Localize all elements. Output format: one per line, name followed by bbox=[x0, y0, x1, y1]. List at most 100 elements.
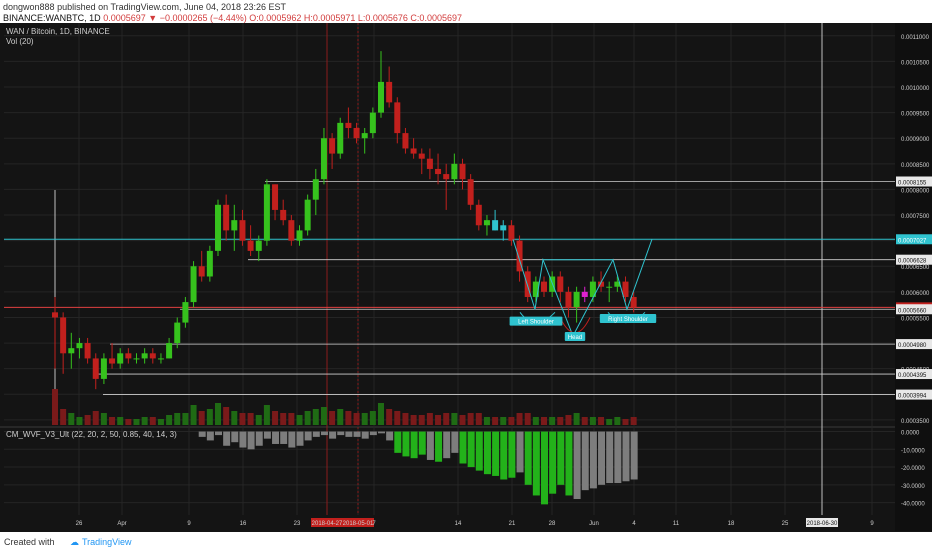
time-tick-label: 21 bbox=[509, 521, 516, 527]
volume-bar bbox=[410, 415, 417, 425]
level-label: 0.0003994 bbox=[898, 394, 927, 400]
wvf-bar bbox=[296, 431, 304, 446]
legend-vol: Vol (20) bbox=[6, 37, 34, 46]
candle-body bbox=[272, 184, 279, 210]
candle-body bbox=[223, 204, 230, 231]
volume-bar bbox=[206, 409, 213, 425]
candle-body bbox=[451, 163, 458, 180]
candle-body bbox=[386, 81, 393, 103]
candle-body bbox=[630, 296, 637, 308]
candle-body bbox=[435, 168, 442, 175]
volume-bar bbox=[483, 417, 490, 425]
price-tick-label: 0.0009500 bbox=[901, 112, 930, 118]
candle-body bbox=[475, 204, 482, 226]
wvf-bar bbox=[524, 431, 532, 485]
volume-bar bbox=[182, 413, 189, 425]
volume-bar bbox=[451, 413, 458, 425]
change-value: −0.0000265 (−4.44%) bbox=[159, 13, 247, 23]
volume-bar bbox=[418, 415, 425, 425]
volume-bar bbox=[516, 413, 523, 425]
volume-bar bbox=[443, 413, 450, 425]
candle-body bbox=[337, 122, 344, 154]
volume-bar bbox=[435, 415, 442, 425]
candle-body bbox=[52, 312, 58, 318]
volume-bar bbox=[426, 413, 433, 425]
price-tick-label: 0.0010000 bbox=[901, 86, 930, 92]
publish-bar bbox=[0, 0, 932, 12]
price-tick-label: 0.0008000 bbox=[901, 188, 930, 194]
volume-bar bbox=[198, 411, 205, 425]
volume-bar bbox=[500, 417, 507, 425]
candle-body bbox=[92, 358, 99, 379]
date-badge bbox=[806, 518, 838, 527]
volume-bar bbox=[557, 417, 564, 425]
tradingview-icon[interactable]: ☁ bbox=[70, 537, 79, 547]
volume-bar bbox=[402, 413, 409, 425]
wvf-bar bbox=[589, 431, 597, 489]
wvf-bar bbox=[581, 431, 589, 491]
price-chart[interactable]: Left Shoulder Head Right Shoulder 0.001100… bbox=[0, 23, 932, 531]
wvf-bar bbox=[402, 431, 410, 457]
candle-body bbox=[394, 102, 401, 134]
candle-body bbox=[353, 127, 360, 139]
publisher-name[interactable]: dongwon888 bbox=[3, 2, 55, 12]
candle-body bbox=[410, 148, 417, 154]
candle-body bbox=[418, 153, 425, 159]
volume-bar bbox=[100, 413, 107, 425]
candle-body bbox=[263, 184, 270, 241]
volume-bar bbox=[52, 389, 58, 425]
wvf-bar bbox=[369, 431, 377, 436]
wvf-bar bbox=[500, 431, 508, 480]
publish-text: published on TradingView.com, June 04, 2… bbox=[54, 2, 287, 12]
candle-body bbox=[573, 291, 580, 308]
level-label: 0.0004980 bbox=[898, 343, 927, 349]
volume-bar bbox=[304, 411, 311, 425]
volume-bar bbox=[133, 419, 140, 425]
footer-brand[interactable]: TradingView bbox=[82, 537, 132, 547]
volume-bar bbox=[508, 417, 515, 425]
candle-body bbox=[182, 302, 189, 323]
symbol-bar bbox=[0, 12, 932, 23]
volume-bar bbox=[157, 419, 164, 425]
wvf-histogram bbox=[198, 431, 638, 505]
volume-bar bbox=[231, 411, 238, 425]
wvf-bar bbox=[426, 431, 434, 460]
wvf-bar bbox=[255, 431, 263, 446]
candle-body bbox=[206, 250, 213, 277]
wvf-bar bbox=[483, 431, 491, 475]
candle-body bbox=[541, 281, 547, 292]
head-shoulders-pattern: Left Shoulder Head Right Shoulder bbox=[509, 239, 657, 341]
wvf-bar bbox=[280, 431, 288, 444]
time-axis: 26 Apr 9 16 23 2018-04-27 2018-05-017 14 21 28 Jun… bbox=[76, 518, 874, 527]
time-tick-label: 28 bbox=[549, 521, 556, 527]
volume-bar bbox=[312, 409, 319, 425]
date-badge bbox=[342, 518, 374, 527]
wvf-bar bbox=[345, 431, 353, 437]
volume-bar bbox=[272, 411, 279, 425]
annotation-box bbox=[509, 316, 563, 326]
volume-bar bbox=[190, 405, 197, 425]
price-tick-label: 0.0010500 bbox=[901, 60, 930, 66]
annotation-label: Head bbox=[568, 335, 582, 341]
wvf-bar bbox=[459, 431, 467, 464]
candle-body bbox=[557, 276, 564, 292]
legend-indicator: CM_WVF_V3_Ult (22, 20, 2, 50, 0.85, 40, … bbox=[6, 430, 177, 439]
candle-body bbox=[320, 138, 327, 180]
volume-bar bbox=[320, 407, 327, 425]
time-tick-label: 4 bbox=[632, 521, 636, 527]
time-tick-label: 14 bbox=[455, 521, 462, 527]
volume-bar bbox=[288, 413, 295, 425]
volume-bar bbox=[166, 415, 173, 425]
volume-bar bbox=[598, 417, 605, 425]
volume-bar bbox=[84, 415, 91, 425]
indicator-tick-label: -20.0000 bbox=[901, 466, 925, 472]
candle-body bbox=[402, 133, 409, 149]
time-tick-label: 9 bbox=[870, 521, 874, 527]
volume-bar bbox=[394, 411, 401, 425]
wvf-bar bbox=[614, 431, 622, 484]
candle-body bbox=[280, 209, 287, 221]
candle-body bbox=[606, 286, 613, 288]
wvf-bar bbox=[394, 431, 402, 453]
wvf-bar bbox=[198, 431, 206, 437]
wvf-bar bbox=[418, 431, 426, 455]
